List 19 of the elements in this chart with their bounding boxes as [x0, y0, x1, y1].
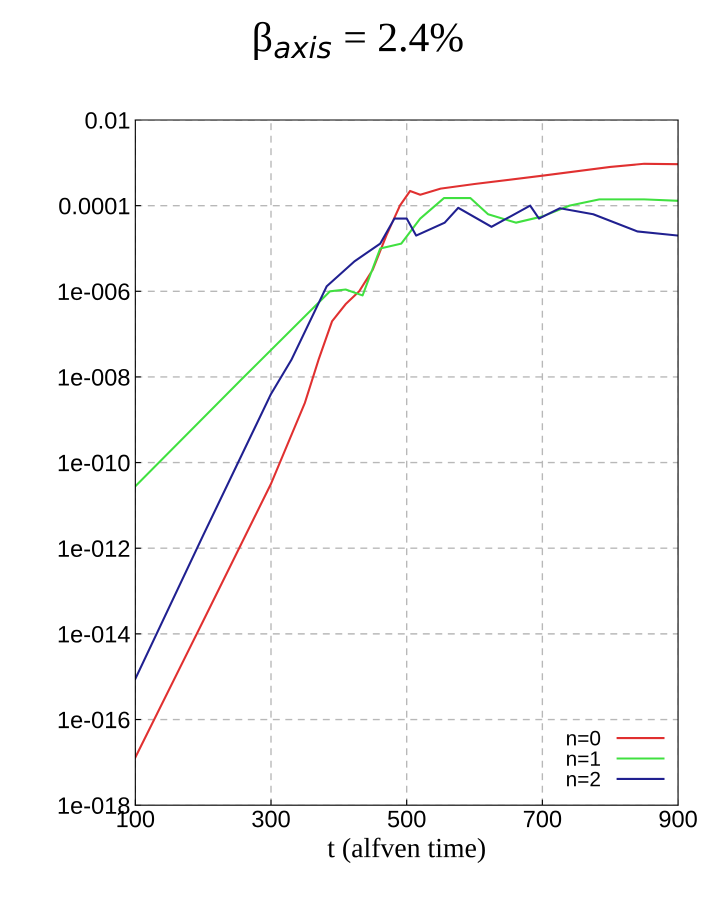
line-series: [135, 197, 678, 488]
x-tick-label: 300: [252, 810, 290, 828]
y-tick-label: 1e-016: [58, 712, 130, 728]
x-tick-label: 900: [659, 810, 697, 828]
y-tick-label: 1e-012: [58, 540, 130, 558]
y-tick-label: 1e-014: [58, 626, 130, 643]
legend-label: n=0: [567, 730, 600, 746]
x-tick-label: 500: [388, 810, 426, 828]
legend-label: n=1: [567, 751, 600, 766]
y-tick-label: 0.01: [85, 112, 130, 129]
legend-label: n=2: [567, 772, 600, 786]
x-axis-title: t (alfven time): [328, 838, 485, 864]
y-tick-label: 1e-006: [58, 283, 130, 300]
chart-title: β$_{axis}$ = 2.4%: [254, 22, 463, 60]
x-tick-label: 700: [524, 810, 562, 828]
line-series: [135, 204, 678, 680]
y-tick-label: 0.0001: [59, 198, 130, 214]
y-tick-label: 1e-010: [58, 454, 130, 472]
y-tick-label: 1e-008: [58, 369, 130, 386]
